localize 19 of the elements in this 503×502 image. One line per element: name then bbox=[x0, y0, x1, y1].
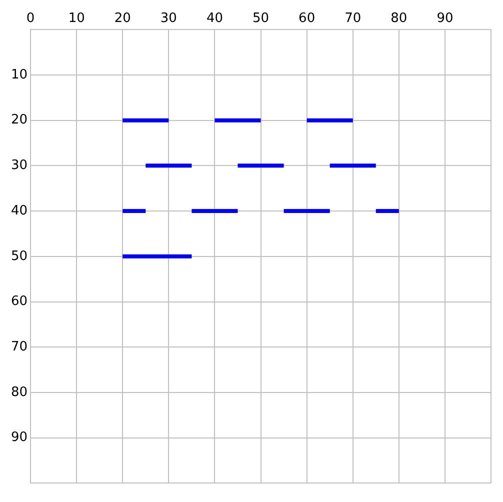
x-tick-label: 10 bbox=[68, 11, 85, 26]
x-tick-label: 80 bbox=[390, 11, 408, 26]
x-tick-label: 60 bbox=[298, 11, 316, 26]
x-tick-label: 50 bbox=[252, 11, 270, 26]
x-tick-label: 20 bbox=[114, 11, 131, 26]
y-tick-label: 80 bbox=[10, 384, 28, 400]
y-tick-label: 40 bbox=[10, 203, 28, 218]
x-tick-label: 70 bbox=[344, 11, 362, 26]
y-tick-label: 60 bbox=[10, 294, 28, 310]
x-tick-label: 0 bbox=[26, 11, 35, 26]
y-tick-label: 50 bbox=[10, 248, 28, 264]
x-tick-label: 40 bbox=[206, 11, 223, 26]
y-tick-label: 90 bbox=[10, 430, 28, 446]
y-tick-label: 30 bbox=[10, 158, 28, 174]
y-tick-label: 70 bbox=[10, 339, 28, 354]
y-tick-label: 20 bbox=[10, 112, 28, 128]
x-tick-label: 90 bbox=[436, 11, 454, 26]
y-tick-label: 10 bbox=[10, 67, 28, 82]
x-tick-label: 30 bbox=[160, 11, 177, 26]
